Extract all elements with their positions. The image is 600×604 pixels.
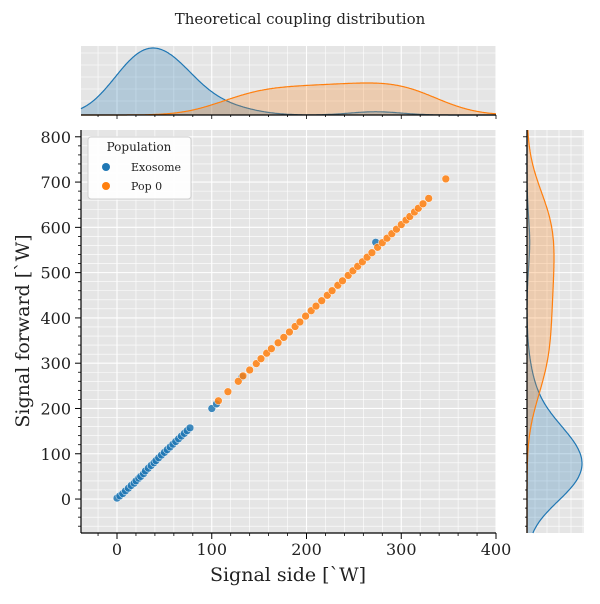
y-tick-label: 0: [61, 490, 71, 509]
point-pop0: [234, 377, 243, 386]
x-tick-label: 400: [481, 540, 512, 559]
point-pop0: [214, 396, 223, 405]
point-pop0: [338, 276, 347, 285]
y-tick-label: 700: [40, 173, 71, 192]
point-pop0: [327, 286, 337, 295]
point-pop0: [273, 338, 283, 347]
point-pop0: [418, 199, 428, 208]
top-marginal-area: [81, 46, 496, 115]
y-tick-label: 300: [40, 354, 71, 373]
point-pop0: [295, 317, 305, 327]
main-axes-frame: [80, 130, 496, 534]
top-marginal-axes: [80, 46, 497, 119]
y-tick-label: 800: [40, 128, 71, 147]
point-pop0: [424, 194, 433, 203]
legend-label-pop0: Pop 0: [131, 180, 162, 193]
legend-marker-pop0: [102, 182, 110, 190]
point-pop0: [245, 365, 254, 375]
y-tick-label: 500: [40, 264, 71, 283]
x-tick-label: 100: [196, 540, 227, 559]
point-pop0: [238, 371, 248, 381]
legend-box: [87, 136, 192, 200]
x-tick-label: 0: [112, 540, 122, 559]
kde-fill-x-exosome: [81, 48, 496, 115]
legend: Population Exosome Pop 0: [87, 136, 192, 200]
point-pop0: [367, 248, 377, 257]
point-pop0: [301, 311, 310, 321]
y-tick-label: 600: [40, 218, 71, 237]
x-tick-label: 200: [291, 540, 322, 559]
right-marginal-area: [527, 130, 584, 533]
top-marginal-frame: [81, 114, 497, 119]
kde-fill-y-exosome: [527, 130, 582, 533]
point-pop0: [285, 327, 294, 337]
kde-fill-x-pop0: [81, 83, 496, 115]
point-pop0: [256, 354, 266, 363]
x-axis-label: Signal side [`W]: [210, 564, 366, 586]
y-axis-label: Signal forward [`W]: [12, 234, 34, 427]
x-tick-label: 300: [386, 540, 417, 559]
main-grid: [81, 130, 497, 533]
point-exosome: [185, 423, 195, 433]
y-tick-label: 200: [40, 399, 71, 418]
point-pop0: [317, 296, 326, 305]
legend-title: Population: [107, 140, 172, 154]
legend-marker-exosome: [102, 163, 110, 171]
x-ticks: 0 100 200 300 400: [97, 533, 512, 559]
point-pop0: [279, 333, 288, 342]
chart-title: Theoretical coupling distribution: [175, 10, 426, 28]
y-ticks: 0 100 200 300 400 500 600 700 800: [40, 128, 81, 527]
right-marginal-frame: [523, 130, 528, 533]
point-pop0: [223, 387, 233, 396]
point-pop0: [311, 301, 321, 311]
y-tick-label: 400: [40, 309, 71, 328]
point-pop0: [441, 174, 450, 184]
y-tick-label: 100: [40, 445, 71, 464]
kde-fill-y-pop0: [527, 130, 554, 533]
right-marginal-axes: [523, 130, 584, 534]
legend-label-exosome: Exosome: [131, 161, 181, 174]
point-pop0: [267, 344, 276, 353]
scatter-points: [112, 174, 450, 503]
